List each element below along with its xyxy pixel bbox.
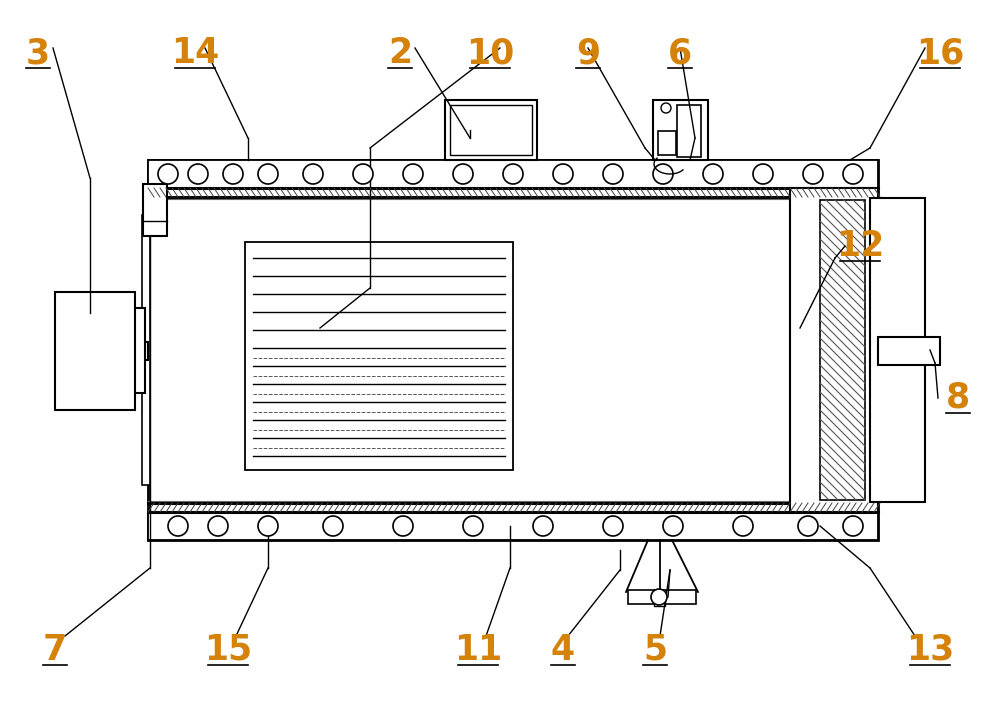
Circle shape	[503, 164, 523, 184]
Bar	[245, 242, 513, 470]
Circle shape	[803, 164, 823, 184]
Circle shape	[158, 164, 178, 184]
Circle shape	[533, 516, 553, 536]
Circle shape	[703, 164, 723, 184]
Circle shape	[188, 164, 208, 184]
Bar	[820, 200, 865, 500]
Circle shape	[168, 516, 188, 536]
Circle shape	[843, 164, 863, 184]
Circle shape	[661, 103, 671, 113]
Bar	[658, 131, 676, 155]
Bar	[450, 105, 532, 155]
Bar	[148, 512, 878, 540]
Text: 10: 10	[466, 36, 514, 70]
Text: 13: 13	[906, 633, 954, 667]
Bar	[790, 188, 878, 512]
Circle shape	[208, 516, 228, 536]
Circle shape	[403, 164, 423, 184]
Text: 6: 6	[668, 36, 692, 70]
Text: 8: 8	[946, 381, 970, 415]
Circle shape	[323, 516, 343, 536]
Bar	[142, 215, 150, 485]
Circle shape	[553, 164, 573, 184]
Bar	[148, 160, 878, 188]
Text: 14: 14	[171, 36, 219, 70]
Bar	[93, 308, 145, 393]
Circle shape	[258, 164, 278, 184]
Text: 16: 16	[916, 36, 964, 70]
Bar	[628, 590, 696, 604]
Text: 15: 15	[204, 633, 252, 667]
Circle shape	[603, 164, 623, 184]
Circle shape	[463, 516, 483, 536]
Text: 9: 9	[576, 36, 600, 70]
Bar	[878, 337, 940, 365]
Text: 12: 12	[836, 229, 884, 263]
Bar	[870, 198, 925, 502]
Bar	[654, 598, 665, 606]
Circle shape	[603, 516, 623, 536]
Text: 11: 11	[454, 633, 502, 667]
Circle shape	[843, 516, 863, 536]
Text: 5: 5	[643, 633, 667, 667]
Circle shape	[303, 164, 323, 184]
Circle shape	[223, 164, 243, 184]
Circle shape	[393, 516, 413, 536]
Text: 4: 4	[551, 633, 575, 667]
Bar	[148, 160, 878, 540]
Text: 3: 3	[26, 36, 50, 70]
Text: 7: 7	[43, 633, 67, 667]
Circle shape	[733, 516, 753, 536]
Circle shape	[651, 589, 667, 605]
Text: 2: 2	[388, 36, 412, 70]
Circle shape	[353, 164, 373, 184]
Bar	[653, 100, 708, 160]
Circle shape	[258, 516, 278, 536]
Bar	[445, 100, 537, 160]
Circle shape	[798, 516, 818, 536]
Bar	[677, 105, 701, 157]
Circle shape	[653, 164, 673, 184]
Circle shape	[663, 516, 683, 536]
Bar	[143, 184, 167, 236]
Bar	[58, 342, 148, 360]
Circle shape	[453, 164, 473, 184]
Circle shape	[753, 164, 773, 184]
Bar	[55, 292, 135, 410]
